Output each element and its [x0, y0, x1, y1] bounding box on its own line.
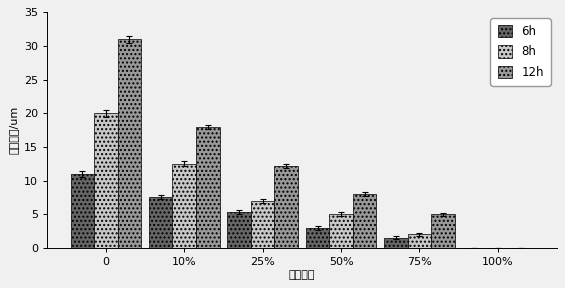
Bar: [353, 194, 376, 248]
Bar: [251, 201, 275, 248]
Y-axis label: 芽管长度/um: 芽管长度/um: [8, 106, 18, 154]
Bar: [384, 238, 408, 248]
Bar: [431, 214, 455, 248]
Bar: [329, 214, 353, 248]
Bar: [149, 197, 172, 248]
Bar: [172, 164, 196, 248]
Bar: [275, 166, 298, 248]
Bar: [94, 113, 118, 248]
Bar: [71, 174, 94, 248]
Bar: [306, 228, 329, 248]
Legend: 6h, 8h, 12h: 6h, 8h, 12h: [490, 18, 551, 86]
Bar: [408, 234, 431, 248]
Bar: [196, 127, 220, 248]
Bar: [118, 39, 141, 248]
X-axis label: 滤液浓度: 滤液浓度: [289, 270, 315, 280]
Bar: [227, 212, 251, 248]
